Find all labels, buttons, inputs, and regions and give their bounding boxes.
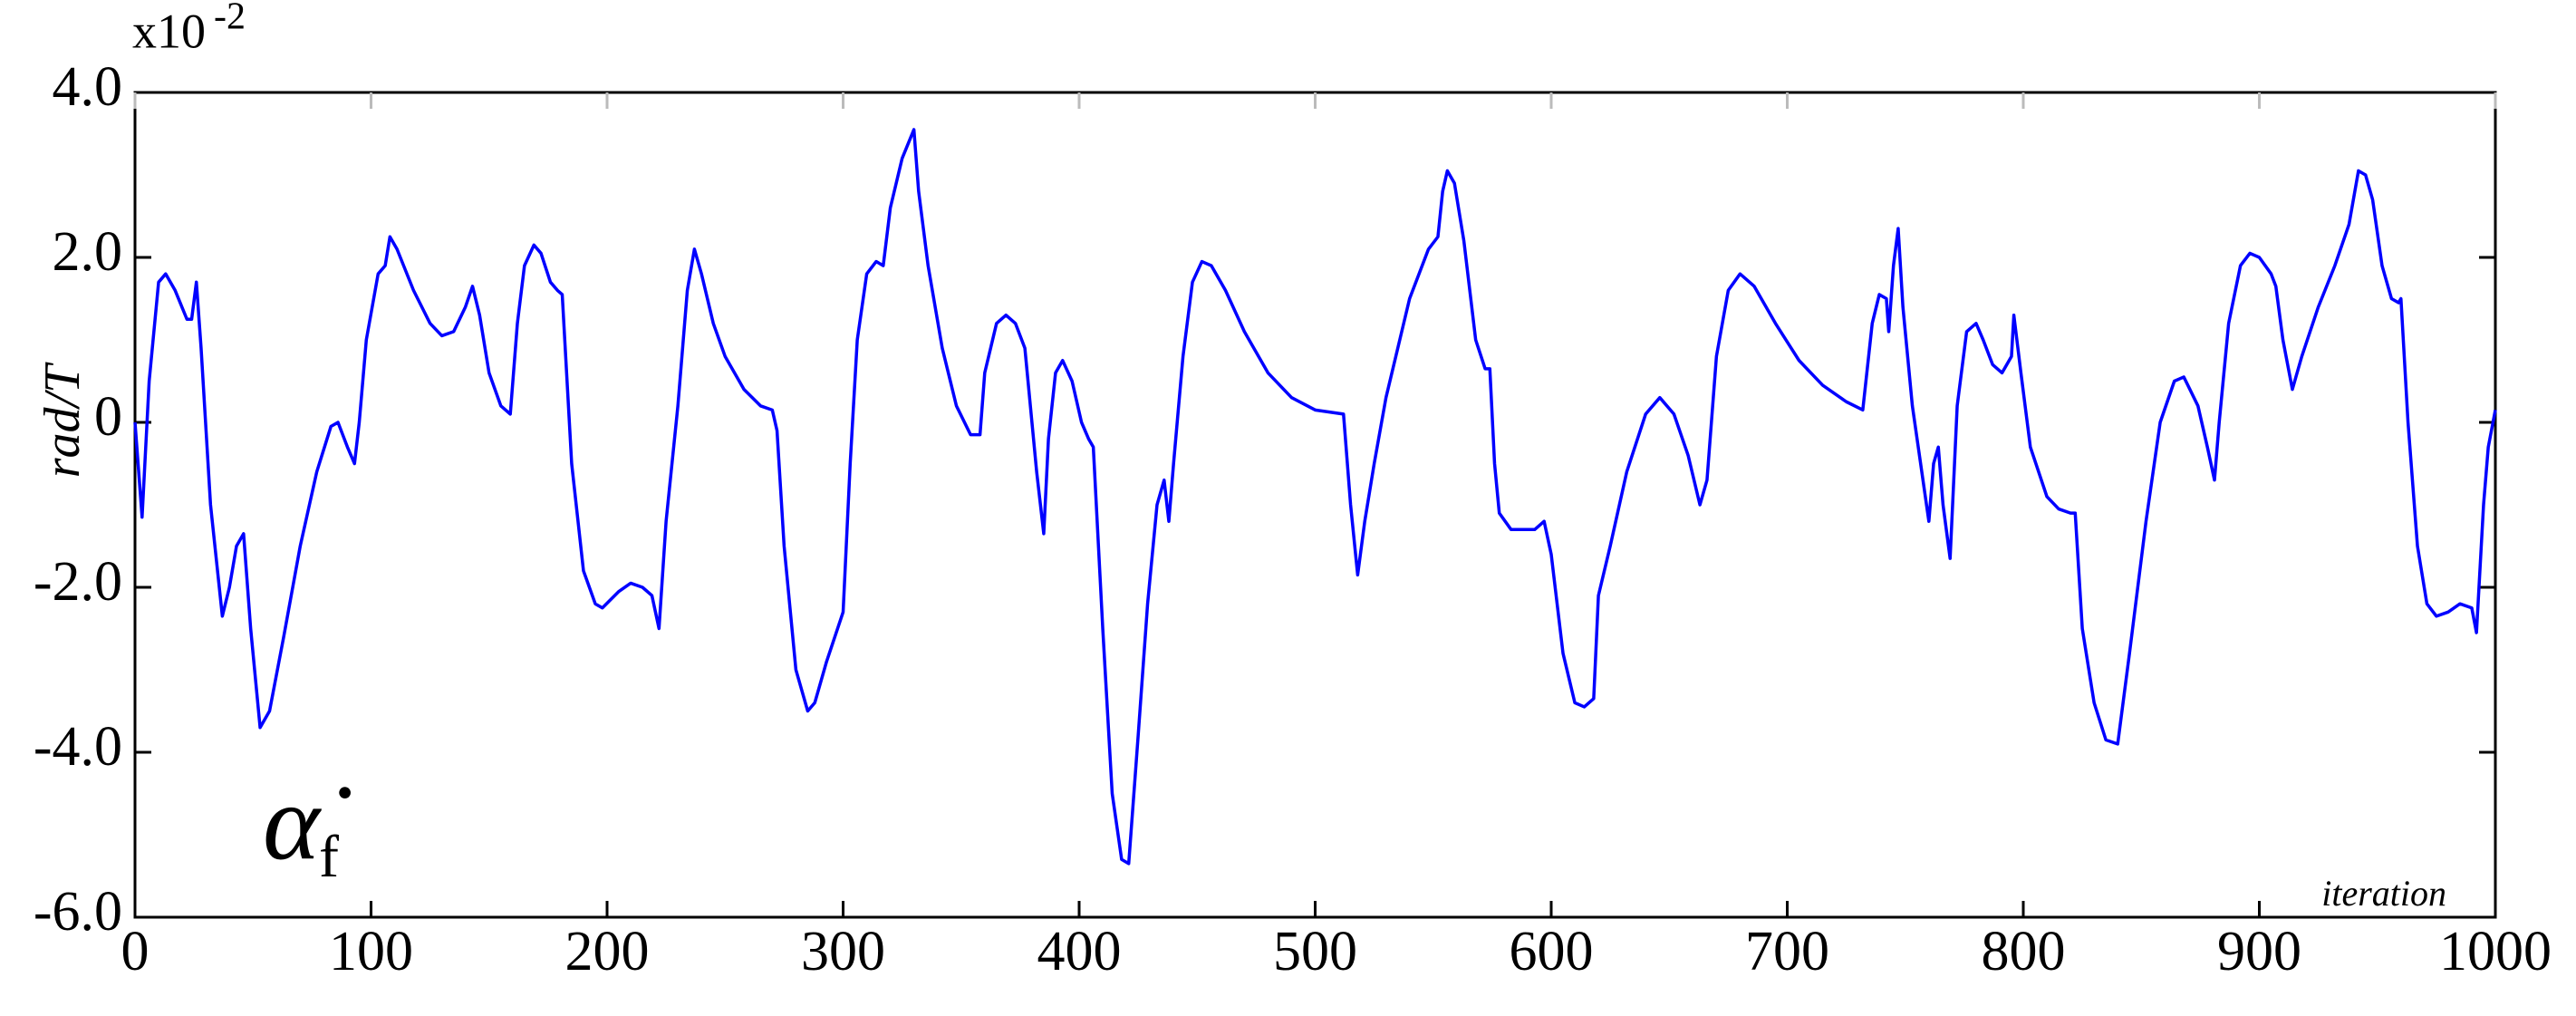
x-tick-label: 100 xyxy=(329,921,413,982)
y-tick-label: -6.0 xyxy=(34,881,122,943)
x-tick-label: 400 xyxy=(1037,921,1122,982)
axis-multiplier-exponent: -2 xyxy=(214,0,246,38)
x-tick-label: 500 xyxy=(1273,921,1357,982)
annotation-subscript: f xyxy=(319,824,339,890)
y-tick-label: -2.0 xyxy=(34,551,122,613)
x-tick-label: 900 xyxy=(2217,921,2301,982)
axis-multiplier: x10 xyxy=(132,4,206,58)
data-line xyxy=(133,128,2497,866)
x-tick-label: 700 xyxy=(1745,921,1829,982)
x-tick-label: 300 xyxy=(801,921,885,982)
y-tick-label: 2.0 xyxy=(53,221,123,283)
y-axis-label: rad/T xyxy=(34,362,91,478)
x-tick-label: 200 xyxy=(565,921,650,982)
y-tick-label: 4.0 xyxy=(53,56,123,118)
y-tick-label: -4.0 xyxy=(34,716,122,778)
x-tick-label: 0 xyxy=(121,921,150,982)
y-tick-label: 0 xyxy=(94,386,122,448)
x-tick-label: 600 xyxy=(1510,921,1594,982)
x-tick-label: 800 xyxy=(1982,921,2066,982)
x-axis-label: iteration xyxy=(2321,873,2446,914)
x-tick-label: 1000 xyxy=(2439,921,2552,982)
